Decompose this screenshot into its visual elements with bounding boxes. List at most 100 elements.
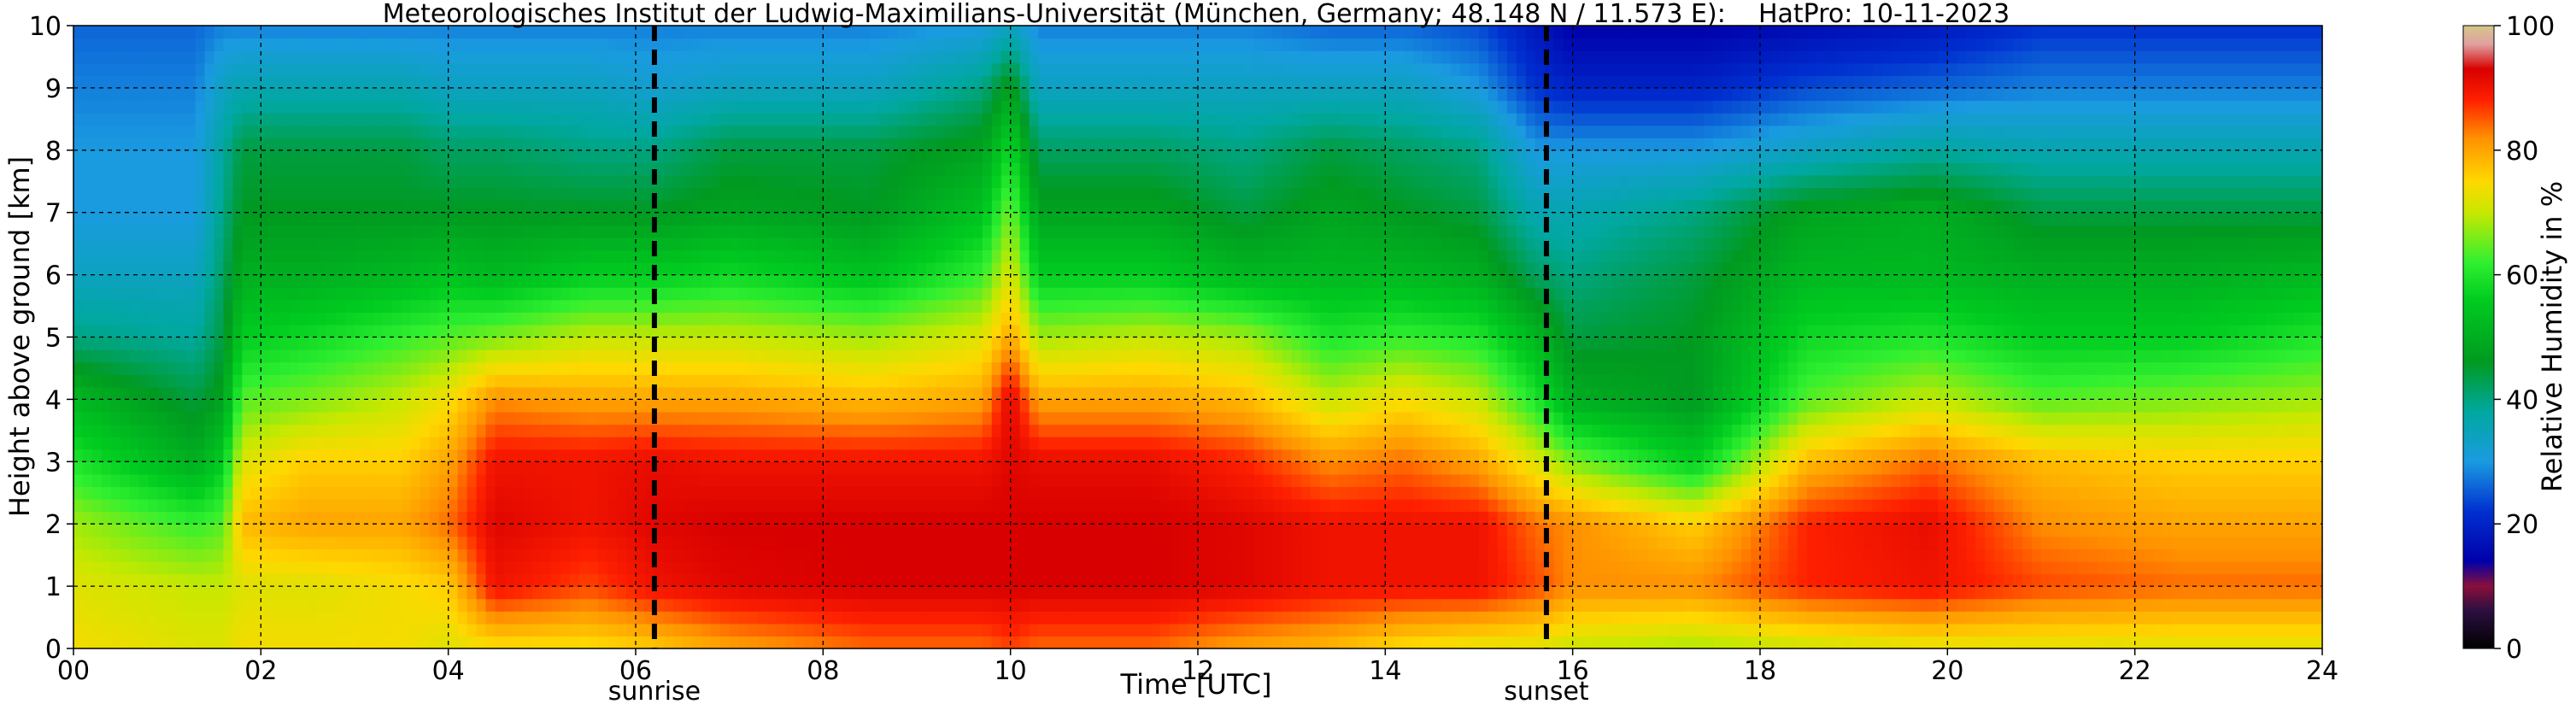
heatmap-cell xyxy=(204,374,215,388)
heatmap-cell xyxy=(457,337,468,350)
heatmap-cell xyxy=(448,349,459,363)
heatmap-cell xyxy=(889,87,899,102)
heatmap-cell xyxy=(898,386,908,400)
heatmap-cell xyxy=(326,274,337,288)
heatmap-cell xyxy=(944,200,955,214)
heatmap-cell xyxy=(214,598,225,612)
heatmap-cell xyxy=(391,150,402,163)
heatmap-cell xyxy=(617,174,627,189)
heatmap-cell xyxy=(157,560,168,575)
heatmap-cell xyxy=(813,212,824,226)
heatmap-cell xyxy=(429,87,440,102)
heatmap-cell xyxy=(870,560,880,575)
heatmap-cell xyxy=(982,75,993,89)
heatmap-cell xyxy=(448,598,459,612)
heatmap-cell xyxy=(513,113,524,126)
heatmap-cell xyxy=(644,174,655,189)
heatmap-cell xyxy=(157,449,168,462)
heatmap-cell xyxy=(607,237,618,251)
heatmap-cell xyxy=(82,50,93,64)
heatmap-cell xyxy=(429,38,440,51)
heatmap-cell xyxy=(110,138,121,151)
heatmap-cell xyxy=(466,524,478,537)
heatmap-cell xyxy=(204,549,215,562)
heatmap-cell xyxy=(1000,75,1012,89)
heatmap-cell xyxy=(195,374,206,388)
heatmap-cell xyxy=(851,274,861,288)
heatmap-cell xyxy=(860,324,871,338)
heatmap-cell xyxy=(907,200,918,214)
heatmap-cell xyxy=(917,511,927,525)
heatmap-cell xyxy=(851,386,861,400)
heatmap-cell xyxy=(954,536,965,549)
heatmap-cell xyxy=(710,560,721,575)
heatmap-cell xyxy=(223,424,234,437)
heatmap-cell xyxy=(972,249,983,263)
heatmap-cell xyxy=(167,411,178,425)
heatmap-cell xyxy=(776,586,787,600)
heatmap-cell xyxy=(870,611,880,625)
heatmap-cell xyxy=(804,449,814,462)
heatmap-cell xyxy=(654,162,665,176)
heatmap-cell xyxy=(504,75,515,89)
heatmap-cell xyxy=(466,312,478,326)
heatmap-cell xyxy=(73,623,84,637)
heatmap-cell xyxy=(466,623,478,637)
heatmap-cell xyxy=(795,38,805,51)
heatmap-cell xyxy=(129,87,140,102)
heatmap-cell xyxy=(363,424,374,437)
heatmap-cell xyxy=(532,399,543,413)
heatmap-cell xyxy=(495,573,506,587)
heatmap-cell xyxy=(617,349,627,363)
heatmap-cell xyxy=(138,424,150,437)
heatmap-cell xyxy=(672,75,684,89)
heatmap-cell xyxy=(382,473,393,488)
heatmap-cell xyxy=(963,26,974,39)
heatmap-cell xyxy=(636,411,646,425)
heatmap-cell xyxy=(719,623,731,637)
heatmap-cell xyxy=(308,312,318,326)
heatmap-cell xyxy=(570,560,580,575)
heatmap-cell xyxy=(663,274,674,288)
heatmap-cell xyxy=(935,113,946,126)
heatmap-cell xyxy=(748,75,759,89)
heatmap-cell xyxy=(438,113,449,126)
heatmap-cell xyxy=(270,212,280,226)
heatmap-cell xyxy=(279,249,290,263)
heatmap-cell xyxy=(729,237,740,251)
heatmap-cell xyxy=(748,324,759,338)
heatmap-cell xyxy=(401,75,412,89)
heatmap-cell xyxy=(991,511,1002,525)
heatmap-cell xyxy=(654,174,665,189)
heatmap-cell xyxy=(476,499,487,513)
heatmap-cell xyxy=(279,38,290,51)
heatmap-cell xyxy=(138,200,150,214)
heatmap-cell xyxy=(823,511,833,525)
heatmap-cell xyxy=(438,549,449,562)
heatmap-cell xyxy=(925,560,936,575)
heatmap-cell xyxy=(308,486,318,500)
heatmap-cell xyxy=(954,411,965,425)
heatmap-cell xyxy=(560,437,571,450)
heatmap-cell xyxy=(391,50,402,64)
heatmap-cell xyxy=(917,349,927,363)
heatmap-cell xyxy=(636,200,646,214)
heatmap-cell xyxy=(373,386,384,400)
heatmap-cell xyxy=(148,437,159,450)
heatmap-cell xyxy=(129,598,140,612)
heatmap-cell xyxy=(626,374,637,388)
heatmap-cell xyxy=(176,586,187,600)
heatmap-cell xyxy=(917,299,927,313)
heatmap-cell xyxy=(738,424,749,437)
heatmap-cell xyxy=(879,100,889,114)
heatmap-cell xyxy=(476,374,487,388)
heatmap-cell xyxy=(579,361,590,375)
heatmap-cell xyxy=(82,573,93,587)
heatmap-cell xyxy=(466,324,478,338)
heatmap-cell xyxy=(748,187,759,201)
heatmap-cell xyxy=(91,312,103,326)
heatmap-cell xyxy=(991,549,1002,562)
heatmap-cell xyxy=(270,237,280,251)
heatmap-cell xyxy=(448,50,459,64)
heatmap-cell xyxy=(532,560,543,575)
